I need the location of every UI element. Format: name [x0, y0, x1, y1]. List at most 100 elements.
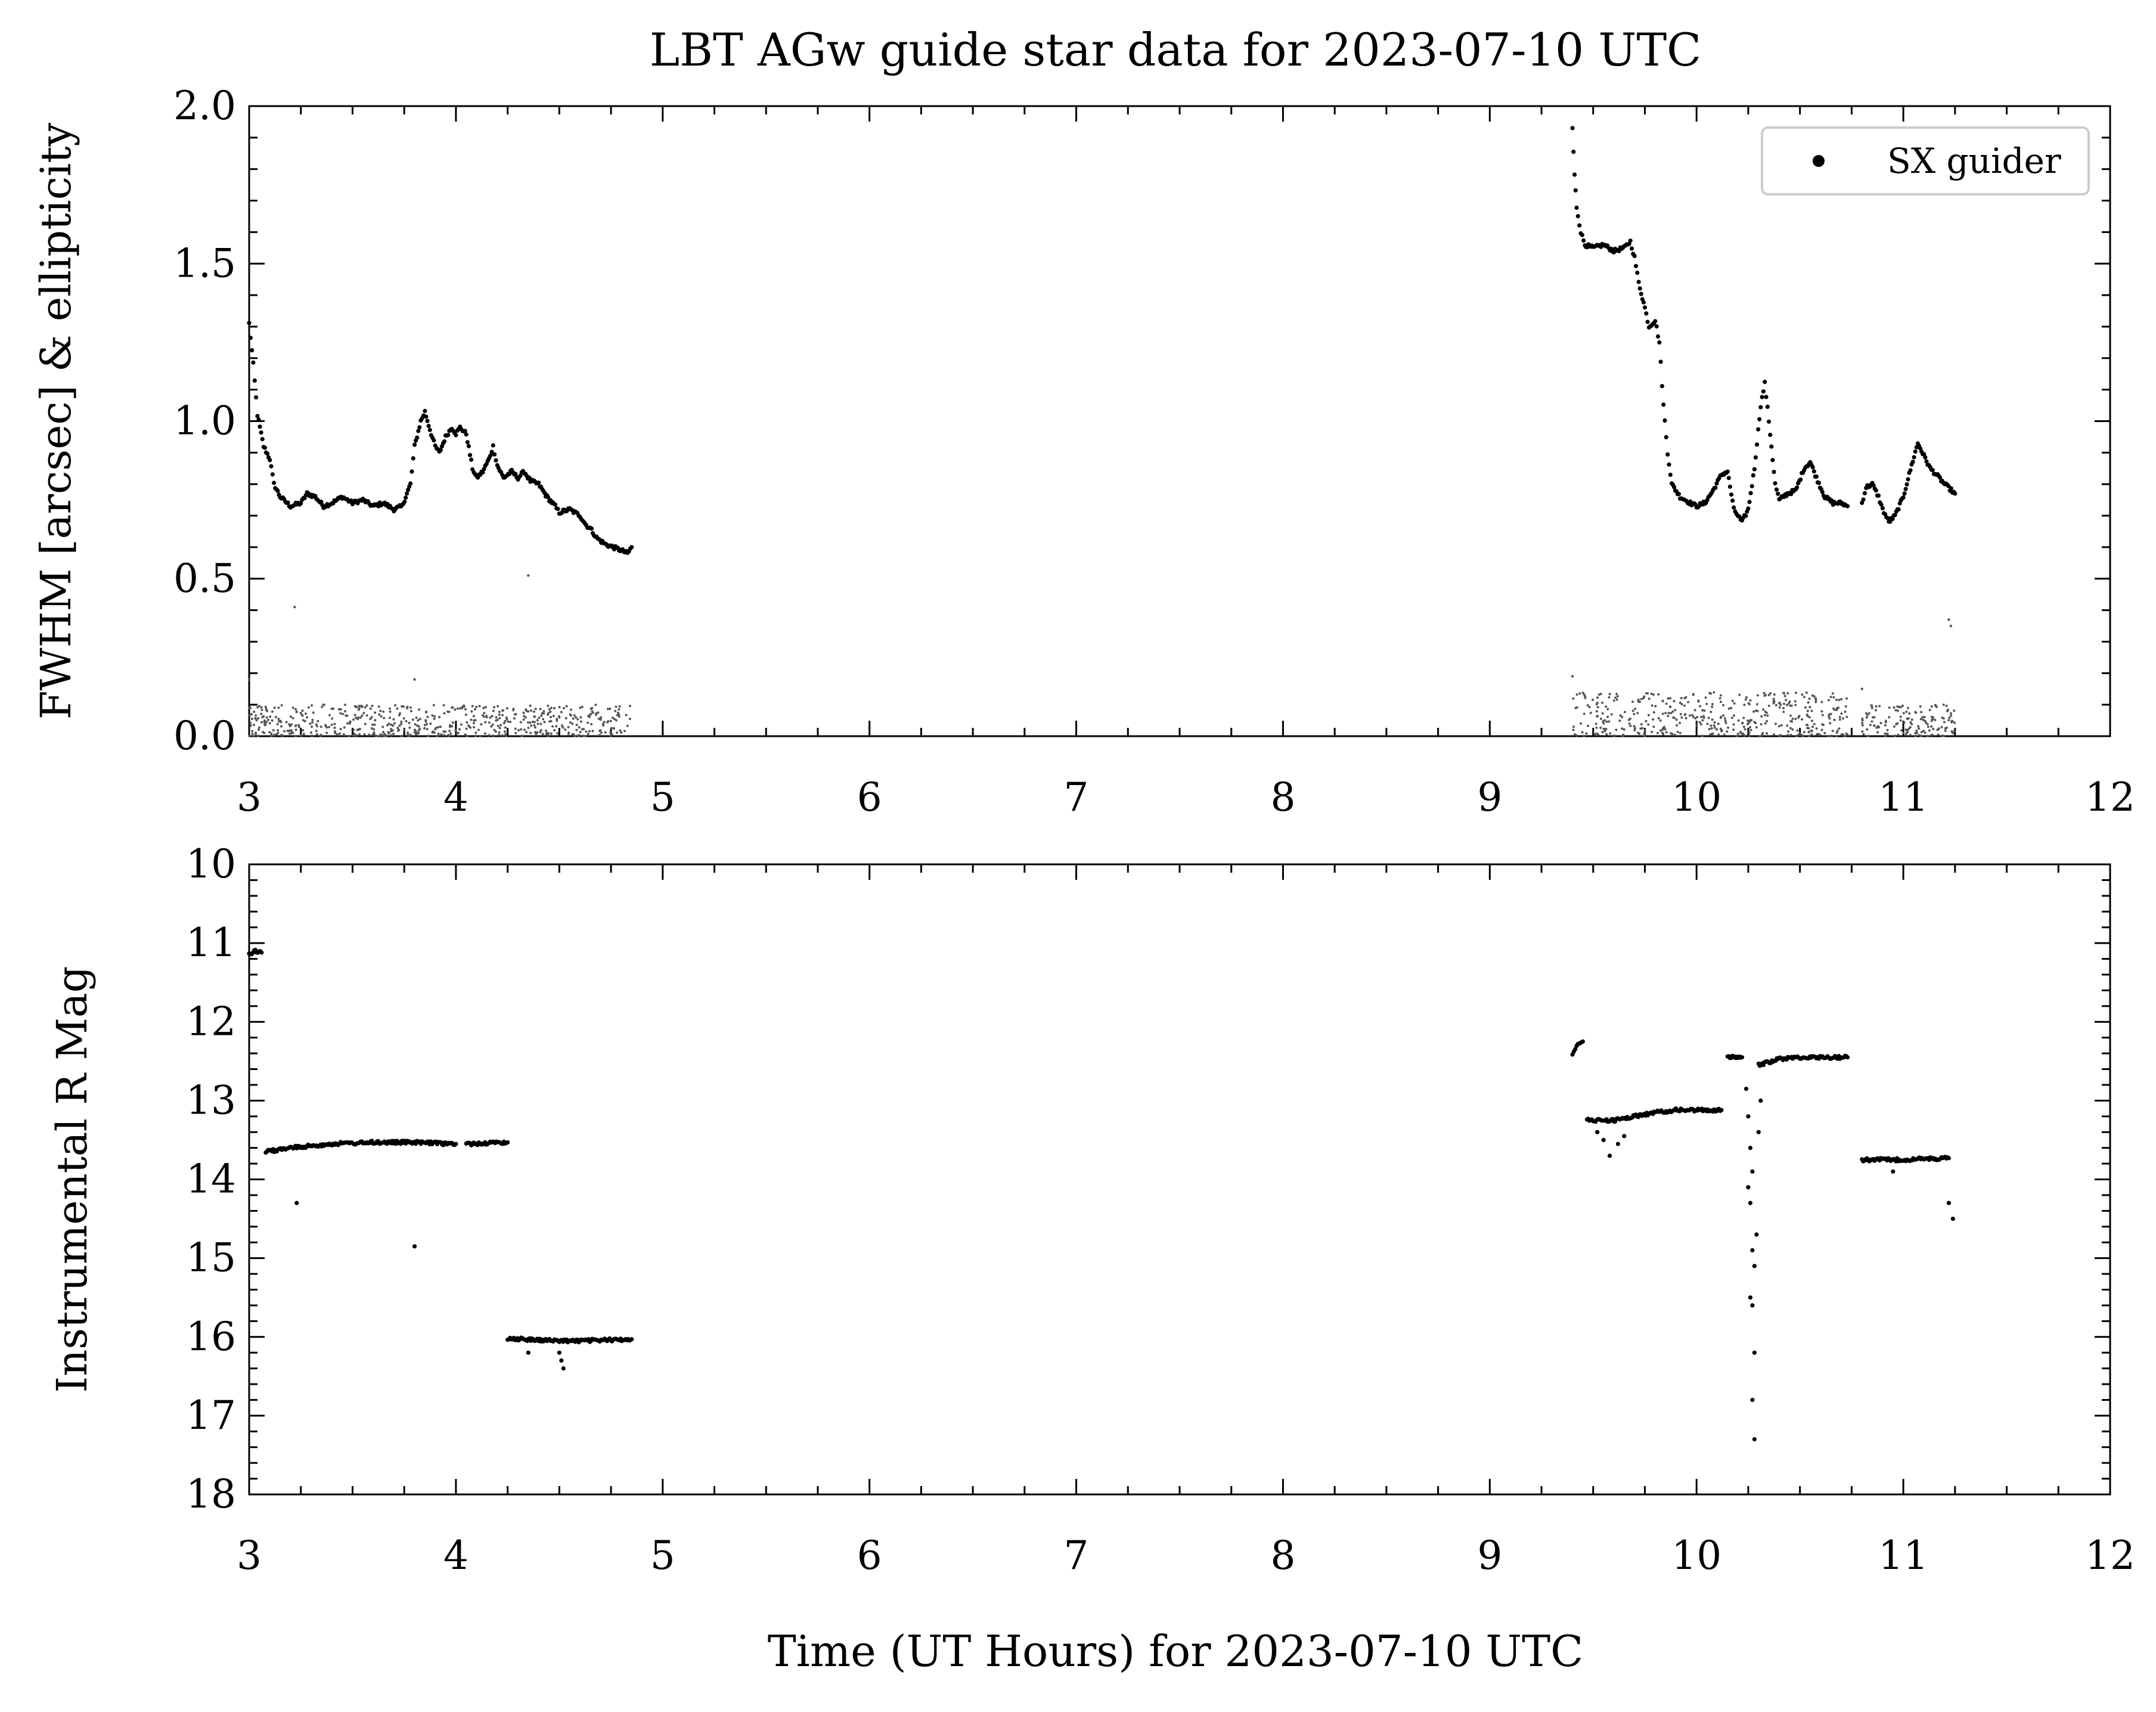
ellipticity-point: [432, 703, 435, 706]
data-point: [1642, 305, 1648, 310]
ellipticity-point: [309, 722, 312, 725]
ellipticity-point: [536, 722, 539, 725]
ellipticity-point: [560, 724, 563, 727]
ellipticity-point: [501, 709, 504, 712]
ellipticity-point: [1745, 696, 1748, 699]
ellipticity-point: [1614, 696, 1617, 699]
ellipticity-point: [1659, 719, 1662, 722]
data-point: [1725, 469, 1730, 474]
data-point: [402, 500, 407, 504]
ellipticity-point: [389, 710, 392, 713]
ellipticity-point: [1633, 725, 1636, 728]
ellipticity-point: [1835, 735, 1838, 737]
ellipticity-point: [273, 734, 276, 736]
ellipticity-point: [547, 712, 550, 715]
ellipticity-point: [249, 721, 252, 724]
ellipticity-point: [1879, 722, 1882, 724]
ellipticity-point: [451, 706, 454, 709]
ellipticity-point: [1919, 705, 1922, 708]
data-point: [1930, 468, 1935, 473]
ellipticity-point: [1953, 721, 1956, 724]
ellipticity-point: [1944, 729, 1947, 732]
data-point: [1672, 485, 1677, 489]
ellipticity-point: [1894, 734, 1897, 737]
ellipticity-point: [1900, 706, 1903, 709]
outlier-point: [294, 1201, 299, 1205]
ellipticity-point: [1606, 708, 1609, 711]
ellipticity-point: [291, 706, 294, 709]
ellipticity-point: [437, 733, 440, 735]
data-point: [1628, 238, 1633, 243]
data-point: [1752, 467, 1757, 472]
ellipticity-point: [1872, 716, 1874, 719]
ellipticity-point: [1931, 715, 1934, 718]
ellipticity-point: [333, 727, 336, 729]
ellipticity-point: [604, 731, 607, 734]
ellipticity-point: [1673, 700, 1676, 703]
ellipticity-point: [579, 731, 582, 734]
ellipticity-point: [1828, 713, 1831, 716]
data-point: [254, 395, 259, 400]
ellipticity-point: [361, 705, 363, 708]
ellipticity-point: [1631, 700, 1634, 703]
ellipticity-point: [524, 716, 527, 719]
ellipticity-point: [290, 723, 293, 726]
ellipticity-point: [1621, 715, 1624, 718]
data-point: [319, 500, 324, 504]
ellipticity-point: [409, 733, 412, 736]
ellipticity-point: [1807, 727, 1810, 730]
ellipticity-point: [1835, 707, 1838, 709]
data-point: [1922, 452, 1927, 457]
ellipticity-point: [302, 729, 305, 732]
data-point: [1758, 405, 1763, 410]
ellipticity-point: [613, 718, 616, 721]
ellipticity-point: [449, 732, 452, 735]
ellipticity-point: [401, 705, 404, 708]
ellipticity-point: [1898, 706, 1901, 709]
data-point: [411, 456, 415, 461]
ellipticity-point: [533, 726, 536, 729]
ellipticity-point: [1766, 714, 1769, 717]
ellipticity-point: [1778, 706, 1781, 709]
ellipticity-point: [1615, 698, 1618, 701]
ellipticity-point: [1786, 692, 1789, 695]
ellipticity-point: [1797, 733, 1800, 736]
ellipticity-point: [1869, 724, 1872, 727]
ellipticity-point: [261, 716, 264, 719]
ellipticity-point: [328, 725, 331, 728]
ellipticity-point: [1665, 702, 1668, 705]
ellipticity-point: [1804, 706, 1807, 709]
data-point: [1632, 253, 1637, 259]
ellipticity-point: [623, 730, 626, 733]
outlier-point: [1748, 1295, 1753, 1300]
ellipticity-point: [562, 707, 565, 709]
data-point: [255, 414, 260, 418]
ellipticity-point: [539, 729, 542, 731]
ellipticity-point: [519, 721, 522, 724]
data-point: [1657, 340, 1662, 345]
ellipticity-point: [1588, 706, 1591, 709]
ellipticity-point: [276, 722, 279, 725]
ellipticity-point: [451, 721, 454, 724]
data-point: [480, 470, 485, 475]
ellipticity-point: [402, 705, 405, 708]
data-point: [1761, 389, 1766, 394]
ellipticity-point: [1593, 733, 1596, 736]
x-tick-label: 12: [2085, 774, 2135, 820]
ellipticity-point: [1766, 719, 1769, 722]
ellipticity-point: [1831, 730, 1834, 733]
outlier-point: [247, 678, 251, 681]
ellipticity-point: [598, 734, 601, 737]
data-point: [1644, 311, 1649, 316]
ellipticity-point: [277, 731, 280, 734]
ellipticity-point: [371, 733, 374, 736]
ellipticity-point: [1888, 706, 1891, 709]
ellipticity-point: [1778, 734, 1781, 737]
ellipticity-point: [311, 725, 313, 728]
ellipticity-point: [1886, 728, 1889, 731]
ellipticity-point: [1730, 717, 1733, 719]
ellipticity-point: [1775, 704, 1777, 706]
ellipticity-point: [1654, 705, 1657, 708]
x-tick-label: 8: [1270, 1533, 1295, 1578]
ellipticity-point: [1900, 729, 1903, 732]
